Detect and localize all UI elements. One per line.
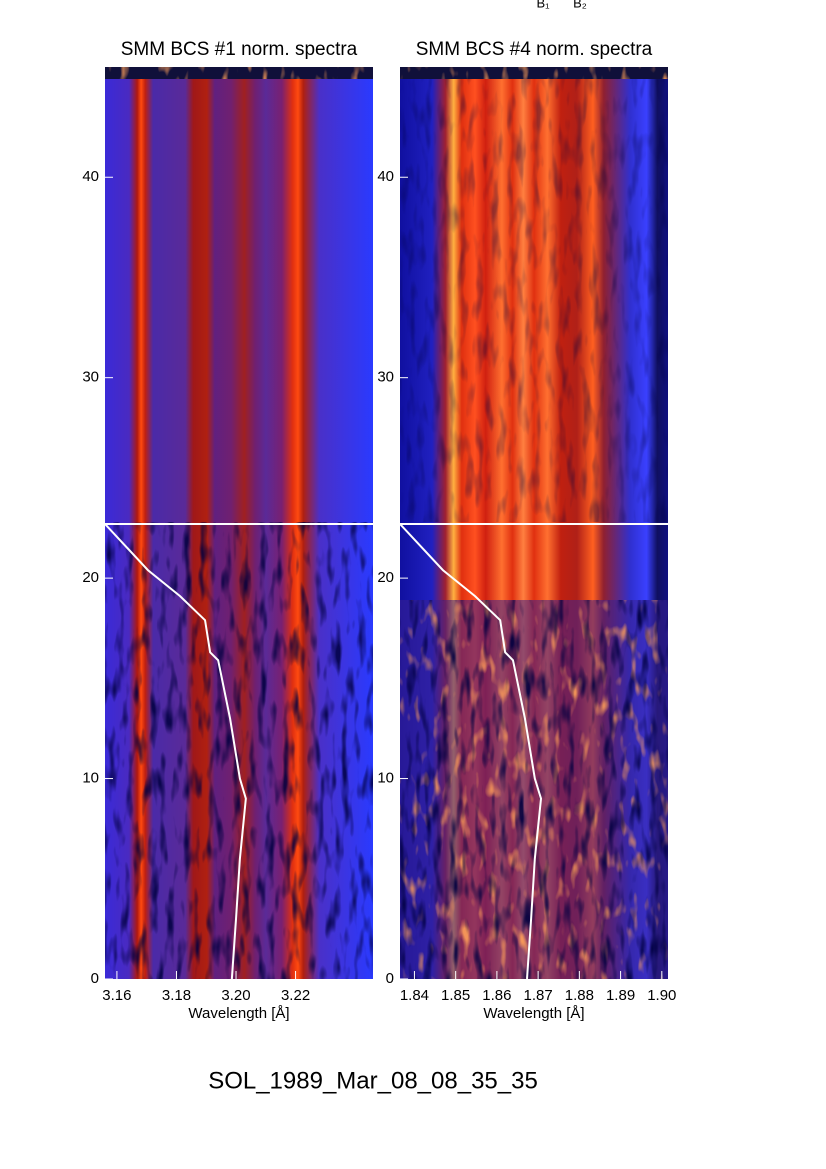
footer: SOL_1989_Mar_08_08_35_35 bbox=[208, 1067, 538, 1094]
x-tick-label: 1.88 bbox=[565, 987, 594, 1004]
x-tick-label: 1.84 bbox=[400, 987, 429, 1004]
y-tick-label: 30 bbox=[82, 369, 99, 386]
y-tick-label: 10 bbox=[82, 770, 99, 787]
chart-title: SMM BCS #1 norm. spectra bbox=[121, 39, 358, 60]
light-curve bbox=[397, 523, 668, 980]
y-tick-label: 0 bbox=[386, 970, 394, 987]
y-tick-label: 40 bbox=[82, 168, 99, 185]
x-tick-label: 3.20 bbox=[221, 987, 250, 1004]
x-tick-label: 3.22 bbox=[281, 987, 310, 1004]
x-tick-label: 1.87 bbox=[524, 987, 553, 1004]
spectrogram-2 bbox=[400, 67, 668, 979]
spectrogram-1 bbox=[105, 67, 373, 979]
y-tick-label: 20 bbox=[82, 569, 99, 586]
x-tick-label: 3.16 bbox=[102, 987, 131, 1004]
y-tick-label: 10 bbox=[377, 770, 394, 787]
y-tick-label: 0 bbox=[91, 970, 99, 987]
x-axis-label: Wavelength [Å] bbox=[188, 1005, 289, 1022]
light-curve bbox=[102, 523, 373, 980]
annotation: B₂ bbox=[573, 0, 587, 10]
x-tick-label: 1.89 bbox=[606, 987, 635, 1004]
x-tick-label: 3.18 bbox=[162, 987, 191, 1004]
y-tick-label: 30 bbox=[377, 369, 394, 386]
chart-title: SMM BCS #4 norm. spectra bbox=[416, 39, 653, 60]
x-tick-label: 1.85 bbox=[441, 987, 470, 1004]
annotation: B₁ bbox=[536, 0, 550, 10]
y-tick-label: 20 bbox=[377, 569, 394, 586]
y-tick-label: 40 bbox=[377, 168, 394, 185]
x-axis-label: Wavelength [Å] bbox=[483, 1005, 584, 1022]
x-tick-label: 1.86 bbox=[482, 987, 511, 1004]
x-tick-label: 1.90 bbox=[647, 987, 676, 1004]
